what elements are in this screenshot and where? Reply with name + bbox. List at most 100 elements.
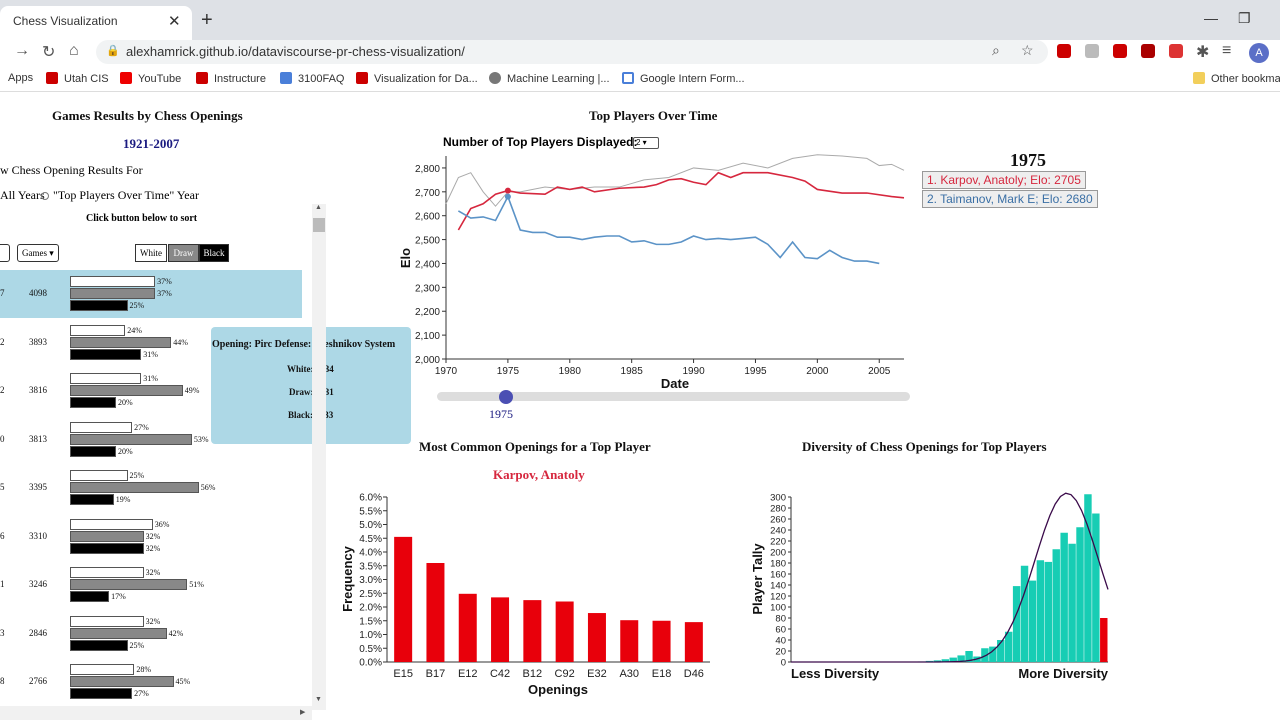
white-sort-button[interactable]: White (135, 244, 167, 262)
y-axis-label: Frequency (340, 545, 355, 612)
table-row[interactable]: 0 3813 27% 53% 20% (0, 416, 302, 464)
restore-icon[interactable]: ❐ (1238, 10, 1251, 26)
table-row[interactable]: 2 3816 31% 49% 20% (0, 367, 302, 415)
reload-icon[interactable]: ↻ (42, 44, 56, 61)
white-result-percent: 28% (136, 665, 152, 674)
years-range: 1921-2007 (123, 136, 180, 151)
id-sort-button[interactable] (0, 244, 10, 262)
black-result-percent: 19% (115, 495, 131, 504)
y-tick-label: 120 (770, 592, 786, 603)
y-tick-label: 180 (770, 559, 786, 570)
zoom-icon[interactable]: ⌕ (992, 42, 1000, 58)
year-slider-track[interactable] (437, 392, 910, 401)
table-row[interactable]: 1 3246 32% 51% 17% (0, 561, 302, 609)
scrollbar-thumb[interactable] (313, 218, 325, 232)
draw-sort-button[interactable]: Draw (168, 244, 199, 262)
bookmark-instructure[interactable]: Instructure (196, 72, 266, 85)
avatar[interactable]: A (1249, 43, 1269, 63)
table-row[interactable]: 5 3395 25% 56% 19% (0, 464, 302, 512)
y-tick-label: 5.5% (359, 506, 382, 517)
bookmark-3100faq[interactable]: 3100FAQ (280, 72, 344, 85)
extension-icon[interactable] (1057, 44, 1071, 58)
bookmark-apps[interactable]: Apps (8, 72, 34, 84)
extension-icon[interactable] (1169, 44, 1183, 58)
minimize-icon[interactable]: — (1204, 10, 1218, 26)
extension-icon[interactable] (1113, 44, 1127, 58)
diversity-bar (1084, 494, 1092, 662)
year-slider-handle[interactable] (499, 390, 513, 404)
table-row[interactable]: 3 2846 32% 42% 25% (0, 610, 302, 658)
home-icon[interactable]: ⌂ (69, 42, 79, 59)
bookmark-other[interactable]: Other bookma (1193, 72, 1280, 85)
opening-id: 5 (0, 482, 5, 492)
puzzle-icon[interactable]: ✱ (1196, 44, 1210, 61)
white-result-bar (70, 664, 135, 675)
diversity-bar (941, 659, 949, 662)
diversity-bar (1020, 565, 1029, 662)
bookmark-utah-cis[interactable]: Utah CIS (46, 72, 109, 85)
bookmark-google-intern[interactable]: Google Intern Form... (622, 72, 745, 85)
extension-icon[interactable] (1085, 44, 1099, 58)
tooltip-opening: Opening: Pirc Defense: Sveshnikov System (212, 339, 396, 350)
selected-year-marker (504, 193, 511, 200)
diversity-bar (997, 640, 1005, 662)
table-row[interactable]: 7 4098 37% 37% 25% (0, 270, 302, 318)
bookmark-youtube[interactable]: YouTube (120, 72, 181, 85)
address-bar[interactable]: 🔒 alexhamrick.github.io/dataviscourse-pr… (96, 40, 1048, 64)
page-content: Games Results by Chess Openings 1921-200… (0, 94, 1280, 720)
legend-player-2: 2. Taimanov, Mark E; Elo: 2680 (922, 190, 1098, 208)
opening-id: 0 (0, 433, 5, 444)
new-tab-icon[interactable]: + (201, 9, 213, 31)
y-tick-label: 4.5% (359, 534, 382, 545)
y-tick-label: 0 (781, 658, 786, 669)
lock-icon[interactable]: 🔒 (106, 45, 120, 57)
table-row[interactable]: 6 3310 36% 32% 32% (0, 513, 302, 561)
y-tick-label: 300 (770, 493, 786, 504)
extension-icon[interactable] (1141, 44, 1155, 58)
scroll-up-icon[interactable]: ▲ (315, 204, 322, 211)
close-tab-icon[interactable]: ✕ (168, 13, 181, 30)
radio-top-players-year[interactable] (41, 192, 49, 200)
y-tick-label: 2,700 (415, 188, 440, 199)
black-result-percent: 32% (145, 543, 161, 553)
bookmark-star-icon[interactable]: ☆ (1021, 42, 1034, 58)
distribution-curve (791, 492, 1109, 663)
black-sort-button[interactable]: Black (199, 244, 229, 262)
diversity-bar (1012, 586, 1021, 662)
scroll-down-icon[interactable]: ▼ (315, 696, 322, 703)
x-tick-label: B17 (426, 668, 446, 680)
bookmark-visualization[interactable]: Visualization for Da... (356, 72, 478, 85)
utah-icon (356, 72, 368, 84)
white-result-percent: 25% (129, 471, 145, 480)
white-result-percent: 32% (145, 568, 161, 577)
browser-tab[interactable]: Chess Visualization ✕ (0, 6, 192, 40)
url-text: alexhamrick.github.io/dataviscourse-pr-c… (126, 44, 465, 59)
opening-frequency-bar (555, 601, 574, 662)
vertical-scrollbar[interactable]: ▲ ▼ (312, 204, 326, 710)
table-row[interactable]: 8 2766 28% 45% 27% (0, 658, 302, 706)
forward-icon[interactable]: → (14, 42, 30, 59)
draw-result-bar (70, 579, 188, 590)
x-tick-label: D46 (684, 668, 704, 680)
white-result-bar (70, 324, 126, 336)
games-count: 2766 (29, 676, 47, 686)
table-row[interactable]: 2 3893 24% 44% 31% (0, 319, 302, 367)
x-tick-label: 2000 (806, 366, 829, 377)
scroll-right-icon[interactable]: ▶ (300, 709, 306, 716)
x-tick-label: 1995 (744, 366, 767, 377)
y-tick-label: 2,600 (415, 212, 440, 223)
top-players-count-select[interactable]: 2 ▾ (633, 137, 659, 149)
opening-frequency-bar (426, 563, 445, 662)
horizontal-scrollbar[interactable]: ▶ (0, 706, 312, 720)
bookmark-machine-learning[interactable]: Machine Learning |... (489, 72, 610, 85)
reading-list-icon[interactable]: ≡ (1222, 42, 1232, 59)
opening-id: 2 (0, 385, 5, 395)
radio-all-years[interactable]: All Years (0, 188, 45, 202)
y-tick-label: 1.5% (359, 616, 382, 627)
games-sort-button[interactable]: Games ▾ (17, 244, 59, 262)
openings-chart-player: Karpov, Anatoly (493, 467, 585, 482)
y-tick-label: 40 (775, 636, 786, 647)
year-slider-value: 1975 (489, 407, 513, 421)
black-result-bar (70, 300, 128, 311)
x-tick-label: C42 (490, 668, 510, 680)
